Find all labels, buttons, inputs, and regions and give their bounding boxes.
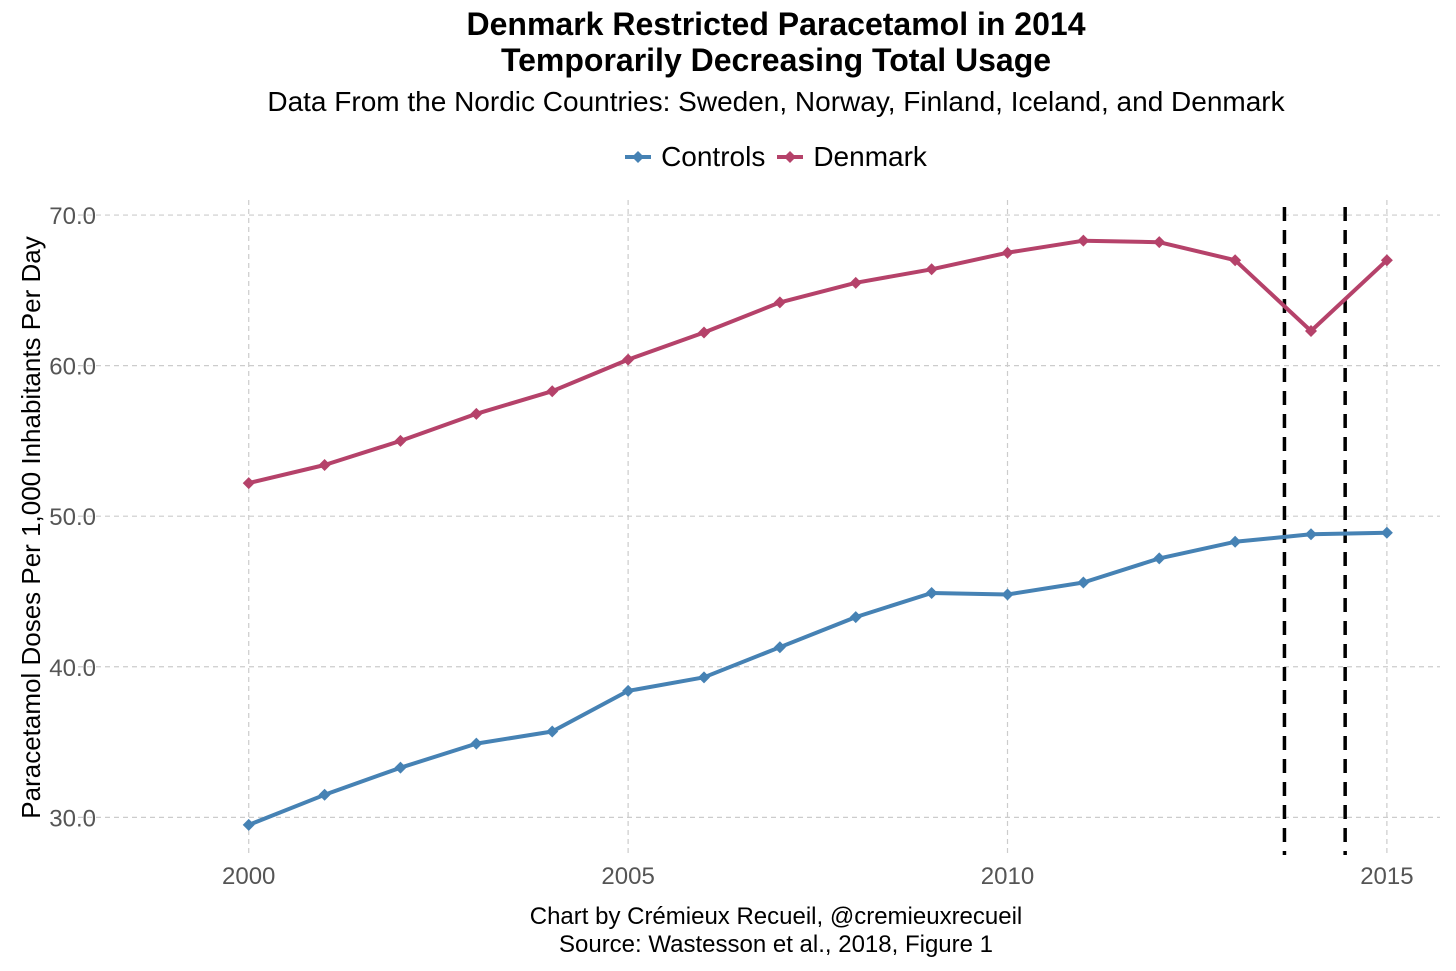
y-tick-label: 70.0 — [49, 203, 96, 230]
data-point-denmark — [546, 385, 559, 398]
data-point-controls — [318, 788, 331, 801]
data-point-controls — [394, 761, 407, 774]
data-point-controls — [546, 725, 559, 738]
x-tick-label: 2000 — [222, 863, 275, 890]
legend-key-denmark-icon — [777, 151, 804, 163]
data-point-controls — [773, 641, 786, 654]
y-tick-label: 40.0 — [49, 655, 96, 682]
data-point-denmark — [394, 434, 407, 447]
y-tick-label: 30.0 — [49, 805, 96, 832]
gridlines — [78, 200, 1440, 855]
data-point-denmark — [242, 477, 255, 490]
data-point-controls — [1305, 528, 1318, 541]
series-lines — [242, 234, 1393, 831]
data-point-controls — [622, 684, 635, 697]
data-point-controls — [925, 587, 938, 599]
data-point-controls — [470, 737, 483, 750]
legend-label-controls: Controls — [661, 141, 766, 172]
legend-item-denmark: Denmark — [777, 141, 927, 173]
data-point-denmark — [622, 353, 635, 366]
y-tick-label: 50.0 — [49, 504, 96, 531]
chart-subtitle: Data From the Nordic Countries: Sweden, … — [267, 86, 1285, 117]
series-line-denmark — [248, 238, 1389, 486]
legend-item-controls: Controls — [625, 141, 765, 173]
x-tick-label: 2010 — [981, 863, 1034, 890]
data-point-denmark — [318, 459, 331, 472]
data-point-controls — [242, 818, 255, 831]
data-point-denmark — [697, 326, 710, 339]
series-line-controls — [247, 530, 1387, 827]
data-point-denmark — [1001, 246, 1014, 259]
chart-credit: Chart by Crémieux Recueil, @cremieuxrecu… — [529, 903, 1023, 930]
data-point-denmark — [849, 276, 862, 289]
legend: Controls Denmark — [0, 141, 1456, 173]
data-point-denmark — [773, 296, 786, 309]
data-point-denmark — [1305, 325, 1318, 337]
data-point-denmark — [925, 263, 938, 276]
data-point-denmark — [1229, 254, 1242, 267]
legend-label-denmark: Denmark — [813, 141, 927, 172]
chart-title: Denmark Restricted Paracetamol in 2014 — [466, 6, 1086, 42]
x-tick-label: 2015 — [1360, 863, 1413, 890]
y-axis-title: Paracetamol Doses Per 1,000 Inhabitants … — [16, 236, 46, 818]
data-point-controls — [1077, 576, 1090, 589]
data-point-controls — [1001, 588, 1014, 601]
data-point-denmark — [1380, 254, 1393, 267]
data-point-denmark — [1153, 236, 1166, 249]
data-point-controls — [849, 611, 862, 624]
axis-labels: 30.0 40.0 50.0 60.0 70.0 2000 2005 2010 2015 Para… — [16, 203, 1414, 890]
x-tick-label: 2005 — [601, 863, 654, 890]
data-point-controls — [1380, 526, 1393, 539]
plot-area: 30.0 40.0 50.0 60.0 70.0 2000 2005 2010 2015 Para… — [16, 200, 1440, 890]
chart-title-line-2: Temporarily Decreasing Total Usage — [500, 42, 1052, 78]
data-point-controls — [697, 671, 710, 684]
data-point-denmark — [470, 407, 483, 420]
reference-lines — [1282, 207, 1347, 855]
data-point-denmark — [1077, 234, 1090, 247]
chart-source: Source: Wastesson et al., 2018, Figure 1 — [558, 931, 993, 958]
data-point-controls — [1153, 552, 1166, 565]
y-tick-label: 60.0 — [49, 354, 96, 381]
legend-key-controls-icon — [625, 151, 652, 163]
data-point-controls — [1229, 535, 1242, 548]
